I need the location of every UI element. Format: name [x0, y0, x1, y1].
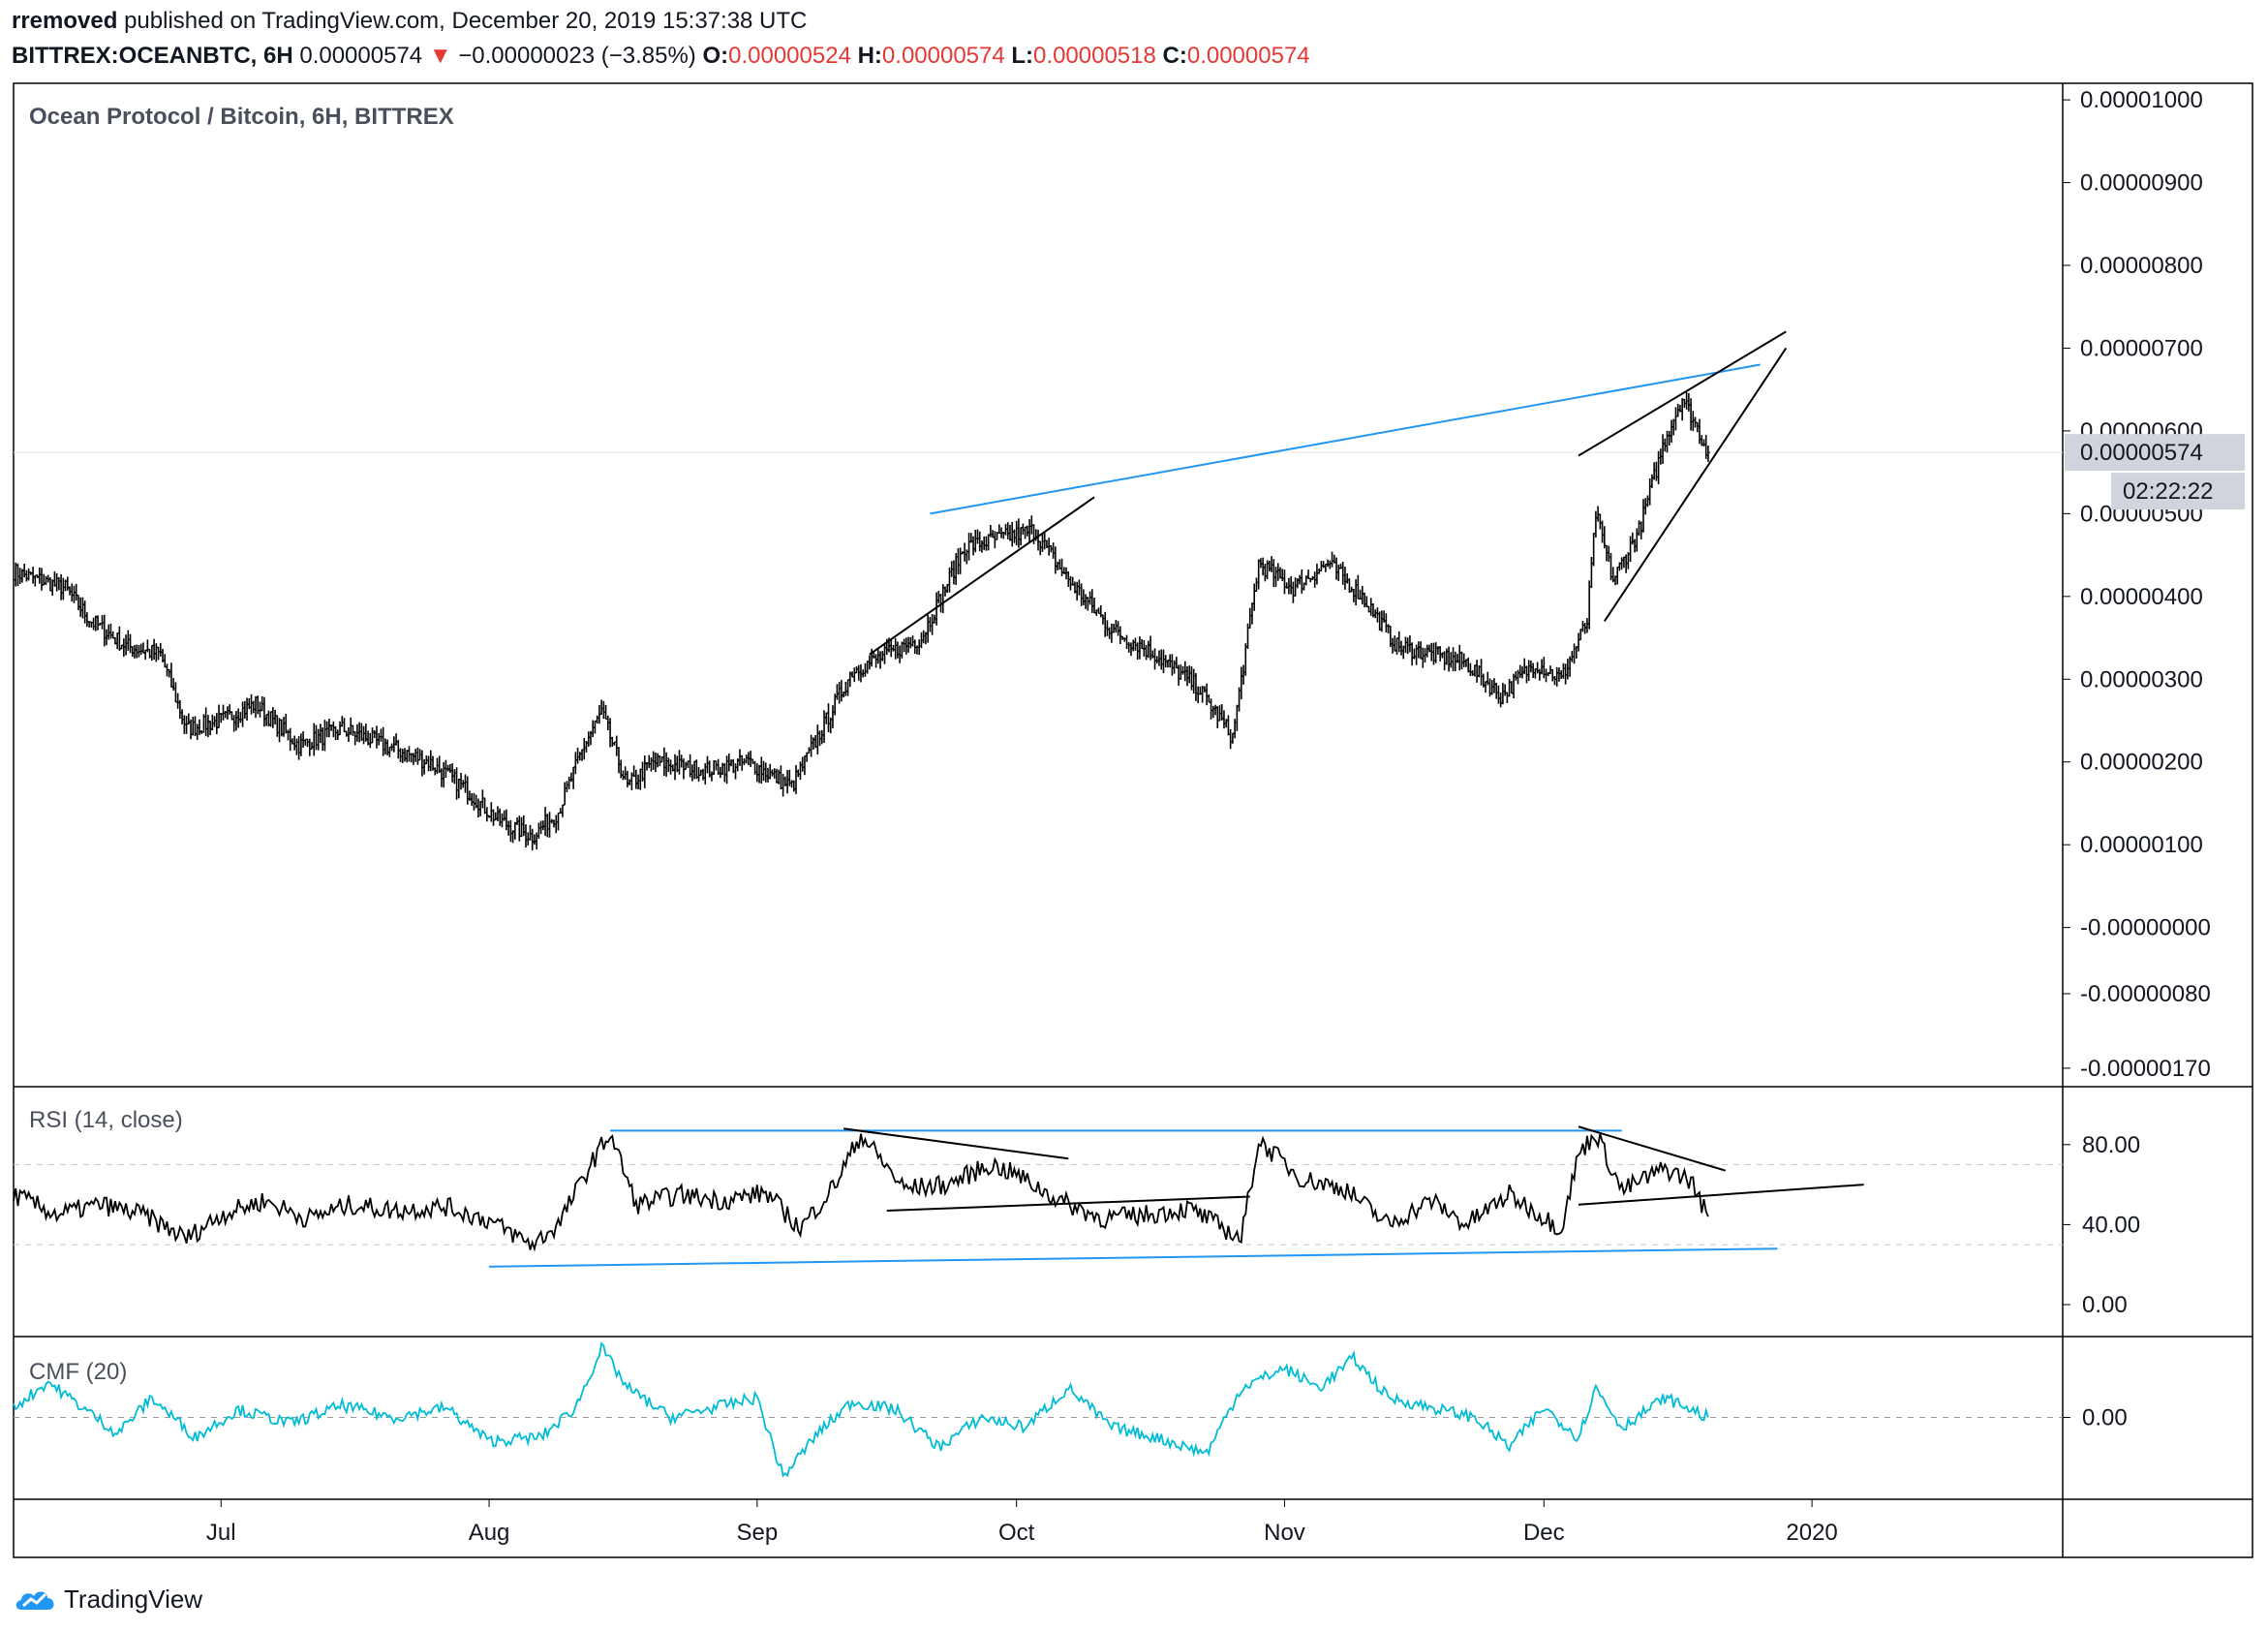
countdown-label: 02:22:22 [2123, 478, 2213, 505]
high-label: H: [857, 43, 882, 69]
tradingview-logo[interactable]: TradingView [14, 1583, 202, 1616]
outer-border [13, 82, 2253, 1558]
time-tick-label: 2020 [1786, 1520, 1837, 1546]
cmf-pane-title: CMF (20) [29, 1359, 127, 1385]
open-value: 0.00000524 [728, 43, 851, 69]
last-price-label: 0.00000574 [2080, 440, 2203, 466]
countdown-badge [2111, 473, 2245, 510]
rsi-trendline [489, 1247, 1778, 1268]
cmf-line [13, 1341, 1709, 1478]
grid-lines [14, 451, 2063, 1418]
tradingview-cloud-icon [15, 1591, 54, 1610]
open-label: O: [702, 43, 729, 69]
indicator-tick-label: 40.00 [2082, 1212, 2140, 1238]
price-tick-label: -0.00000080 [2080, 981, 2211, 1007]
published-text: published on TradingView.com, December 2… [124, 8, 808, 34]
price-tick-label: -0.00000000 [2080, 915, 2211, 941]
trend-drawings [489, 330, 1864, 1268]
rsi-trendline [886, 1195, 1250, 1212]
time-tick-label: Oct [998, 1520, 1035, 1546]
price-tick-label: 0.00001000 [2080, 87, 2203, 113]
time-tick-label: Jul [206, 1520, 236, 1546]
price-trendline [930, 363, 1761, 515]
price-change: −0.00000023 (−3.85%) [458, 43, 696, 69]
price-tick-label: 0.00000200 [2080, 750, 2203, 776]
price-tick-label: -0.00000170 [2080, 1056, 2211, 1082]
time-tick-label: Aug [469, 1520, 510, 1546]
low-value: 0.00000518 [1033, 43, 1156, 69]
rsi-trendline [1578, 1184, 1864, 1206]
down-arrow-icon: ▼ [428, 43, 452, 69]
time-tick-label: Nov [1264, 1520, 1305, 1546]
low-label: L: [1011, 43, 1034, 69]
last-price-badge [2065, 434, 2245, 472]
rsi-line [13, 1133, 1709, 1252]
close-label: C: [1162, 43, 1187, 69]
time-tick-label: Dec [1523, 1520, 1565, 1546]
rsi-pane-title: RSI (14, close) [29, 1107, 183, 1133]
symbol-label: BITTREX:OCEANBTC, 6H [12, 43, 293, 69]
rsi-trendline [1578, 1125, 1727, 1172]
close-value: 0.00000574 [1186, 43, 1310, 69]
author-name[interactable]: rremoved [12, 8, 118, 34]
time-tick-label: Sep [736, 1520, 778, 1546]
indicator-tick-label: 0.00 [2082, 1405, 2128, 1431]
price-tick-label: 0.00000100 [2080, 832, 2203, 858]
price-trendline [1603, 347, 1788, 623]
axis-labels: 0.00001000 0.00000900 0.00000800 0.00000700… [206, 87, 2245, 1546]
chart-frame [13, 82, 2253, 1558]
price-tick-label: 0.00000300 [2080, 666, 2203, 692]
plot-series [13, 391, 1710, 1478]
price-tick-label: 0.00000400 [2080, 584, 2203, 610]
price-pane-title: Ocean Protocol / Bitcoin, 6H, BITTREX [29, 104, 454, 130]
price-tick-label: 0.00000800 [2080, 253, 2203, 279]
high-value: 0.00000574 [881, 43, 1005, 69]
price-tick-label: 0.00000900 [2080, 170, 2203, 197]
rsi-trendline [843, 1127, 1069, 1160]
indicator-tick-label: 0.00 [2082, 1292, 2128, 1318]
price-trendline [1578, 330, 1787, 457]
indicator-tick-label: 80.00 [2082, 1132, 2140, 1158]
price-tick-label: 0.00000700 [2080, 335, 2203, 361]
last-price: 0.00000574 [299, 43, 423, 69]
price-trendline [869, 496, 1095, 656]
brand-text: TradingView [64, 1584, 203, 1614]
